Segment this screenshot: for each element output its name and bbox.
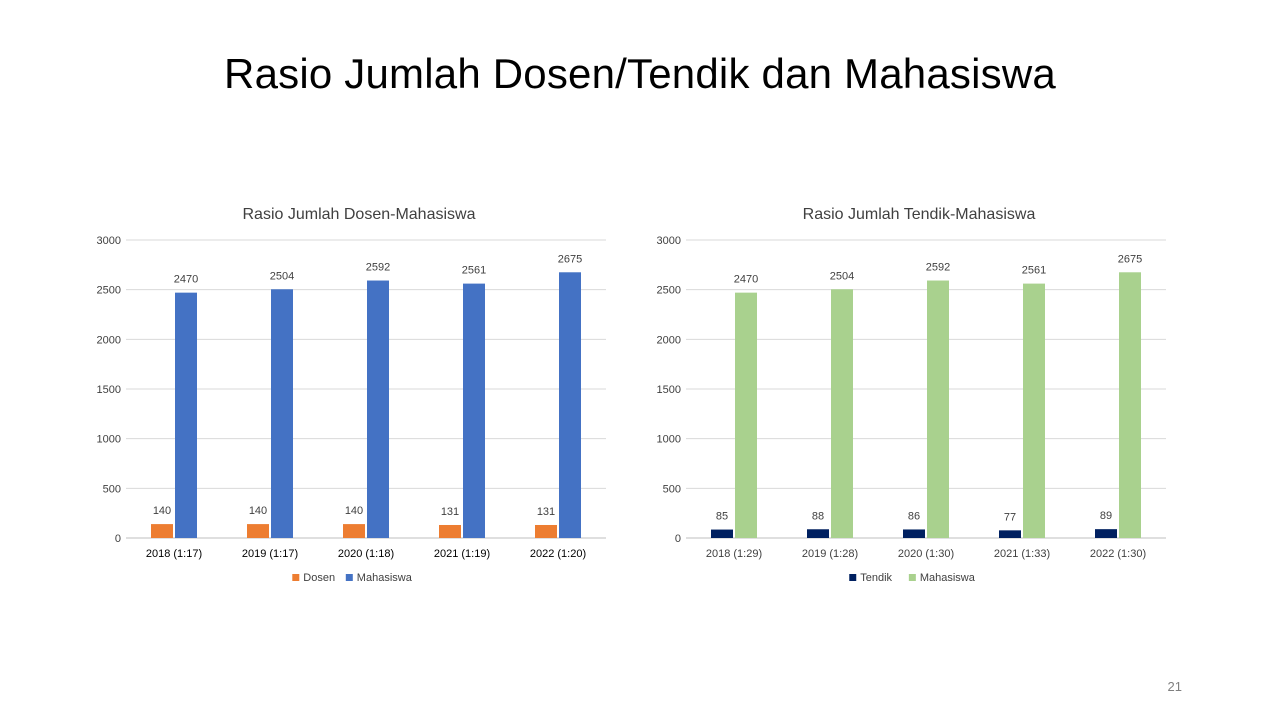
legend-swatch-mahasiswa bbox=[908, 574, 916, 581]
legend-label-tendik: Tendik bbox=[860, 572, 892, 584]
y-tick-label: 1000 bbox=[657, 434, 681, 446]
category-label: 2021 (1:33) bbox=[994, 548, 1050, 560]
bar-dosen bbox=[247, 524, 269, 538]
bar-mahasiswa bbox=[1119, 272, 1141, 538]
bar-mahasiswa bbox=[1023, 283, 1045, 538]
chart-tendik-mahasiswa: Rasio Jumlah Tendik-Mahasiswa 0 500 1000 150… bbox=[636, 195, 1196, 605]
data-label-dosen: 131 bbox=[441, 506, 459, 518]
bar-dosen bbox=[151, 524, 173, 538]
y-tick-label: 2000 bbox=[97, 334, 121, 346]
category-label: 2020 (1:30) bbox=[898, 548, 954, 560]
chart-svg-tendik-mahasiswa: Rasio Jumlah Tendik-Mahasiswa 0 500 1000 150… bbox=[657, 206, 1166, 584]
category-label: 2021 (1:19) bbox=[434, 548, 490, 560]
legend-swatch-mahasiswa bbox=[345, 574, 353, 581]
legend-label-dosen: Dosen bbox=[303, 572, 335, 584]
page-number: 21 bbox=[1167, 679, 1182, 694]
chart-svg-dosen-mahasiswa: Rasio Jumlah Dosen-Mahasiswa 0 500 1000 1500… bbox=[97, 206, 606, 584]
data-label-mahasiswa: 2592 bbox=[366, 262, 390, 274]
data-label-dosen: 140 bbox=[249, 505, 267, 517]
bar-mahasiswa bbox=[271, 289, 293, 538]
category-label: 2018 (1:17) bbox=[146, 548, 202, 560]
data-label-dosen: 140 bbox=[345, 505, 363, 517]
y-tick-label: 3000 bbox=[97, 235, 121, 247]
category-label: 2019 (1:17) bbox=[242, 548, 298, 560]
data-label-tendik: 88 bbox=[812, 510, 824, 522]
legend-swatch-tendik bbox=[849, 574, 857, 581]
bar-dosen bbox=[343, 524, 365, 538]
bar-dosen bbox=[535, 524, 557, 538]
category-label: 2020 (1:18) bbox=[338, 548, 394, 560]
legend-label-mahasiswa: Mahasiswa bbox=[357, 572, 413, 584]
data-label-mahasiswa: 2592 bbox=[926, 262, 950, 274]
bar-dosen bbox=[439, 524, 461, 538]
data-label-tendik: 85 bbox=[716, 511, 728, 523]
bar-mahasiswa bbox=[367, 280, 389, 538]
data-label-mahasiswa: 2470 bbox=[734, 274, 758, 286]
slide-title: Rasio Jumlah Dosen/Tendik dan Mahasiswa bbox=[224, 50, 1056, 97]
bar-tendik bbox=[999, 530, 1021, 538]
category-label: 2022 (1:20) bbox=[530, 548, 586, 560]
category-label: 2019 (1:28) bbox=[802, 548, 858, 560]
data-label-dosen: 131 bbox=[537, 506, 555, 518]
data-label-mahasiswa: 2504 bbox=[270, 270, 294, 282]
chart-title: Rasio Jumlah Dosen-Mahasiswa bbox=[243, 206, 476, 223]
data-label-mahasiswa: 2504 bbox=[830, 270, 854, 282]
data-label-tendik: 86 bbox=[908, 510, 920, 522]
chart-dosen-mahasiswa: Rasio Jumlah Dosen-Mahasiswa 0 500 1000 1500… bbox=[76, 195, 636, 605]
data-label-dosen: 140 bbox=[153, 505, 171, 517]
y-tick-label: 3000 bbox=[657, 235, 681, 247]
y-tick-label: 1000 bbox=[97, 434, 121, 446]
y-tick-label: 2500 bbox=[657, 285, 681, 297]
bar-mahasiswa bbox=[927, 280, 949, 538]
y-tick-label: 1500 bbox=[97, 384, 121, 396]
data-label-tendik: 89 bbox=[1100, 510, 1112, 522]
data-label-mahasiswa: 2561 bbox=[462, 265, 486, 277]
bar-tendik bbox=[903, 529, 925, 538]
category-label: 2018 (1:29) bbox=[706, 548, 762, 560]
y-tick-label: 2000 bbox=[657, 334, 681, 346]
data-label-mahasiswa: 2675 bbox=[558, 253, 582, 265]
bar-tendik bbox=[1095, 529, 1117, 538]
legend-label-mahasiswa: Mahasiswa bbox=[920, 572, 976, 584]
chart-title: Rasio Jumlah Tendik-Mahasiswa bbox=[803, 206, 1036, 223]
bar-mahasiswa bbox=[559, 272, 581, 538]
bar-mahasiswa bbox=[831, 289, 853, 538]
y-tick-label: 500 bbox=[663, 483, 681, 495]
y-tick-label: 0 bbox=[115, 533, 121, 545]
data-label-mahasiswa: 2561 bbox=[1022, 265, 1046, 277]
bar-tendik bbox=[807, 529, 829, 538]
legend-swatch-dosen bbox=[292, 574, 300, 581]
bar-tendik bbox=[711, 529, 733, 538]
category-label: 2022 (1:30) bbox=[1090, 548, 1146, 560]
data-label-mahasiswa: 2470 bbox=[174, 274, 198, 286]
bar-mahasiswa bbox=[735, 292, 757, 538]
y-tick-label: 1500 bbox=[657, 384, 681, 396]
data-label-tendik: 77 bbox=[1004, 511, 1016, 523]
bar-mahasiswa bbox=[175, 292, 197, 538]
bar-mahasiswa bbox=[463, 283, 485, 538]
y-tick-label: 500 bbox=[103, 483, 121, 495]
y-tick-label: 0 bbox=[675, 533, 681, 545]
y-tick-label: 2500 bbox=[97, 285, 121, 297]
data-label-mahasiswa: 2675 bbox=[1118, 253, 1142, 265]
